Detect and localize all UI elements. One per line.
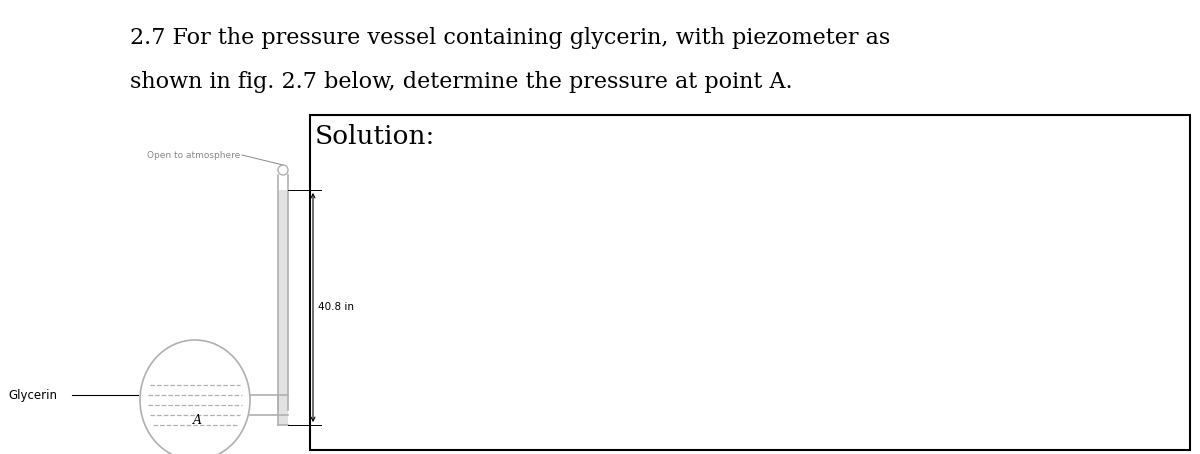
Text: A: A [192,414,202,426]
Ellipse shape [140,340,250,454]
Text: Solution:: Solution: [314,124,436,149]
Text: 2.7 For the pressure vessel containing glycerin, with piezometer as: 2.7 For the pressure vessel containing g… [130,27,890,49]
Bar [278,190,288,425]
Text: Open to atmosphere: Open to atmosphere [146,150,240,159]
Text: shown in fig. 2.7 below, determine the pressure at point A.: shown in fig. 2.7 below, determine the p… [130,71,793,93]
Bar [310,115,1190,450]
Text: 40.8 in: 40.8 in [318,302,354,312]
Text: Glycerin: Glycerin [8,389,58,401]
